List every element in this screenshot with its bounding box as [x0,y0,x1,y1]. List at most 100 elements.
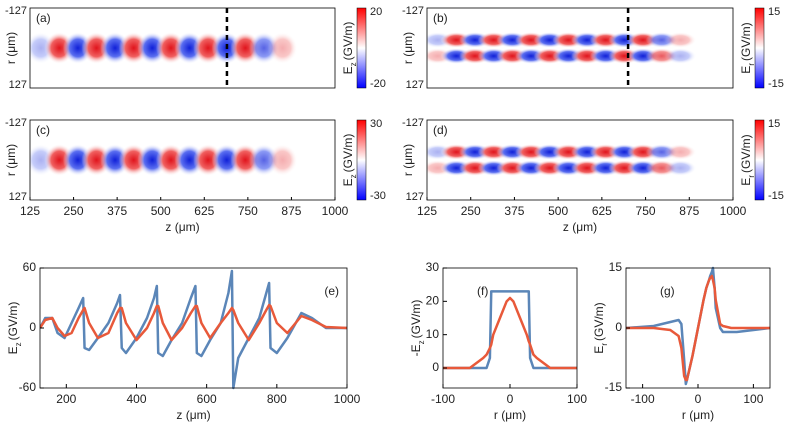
x-tick-label: 750 [238,204,258,218]
label-sub: z [349,62,358,66]
label-unit: (GV/m) [6,302,20,341]
field-blob [664,48,697,64]
x-tick-label: 600 [197,392,217,406]
label-sub: r [600,343,609,346]
x-tick-label: 250 [64,204,84,218]
field-map [30,32,298,64]
y-axis-label: r (μm) [4,144,18,176]
x-tick-label: 250 [461,204,481,218]
y-tick-label: 15 [609,260,623,274]
axis-label: Ez(GV/m) [341,22,357,75]
colorbar-tick-label: -15 [768,190,784,202]
field-blob [664,32,697,48]
x-tick-label: 625 [194,204,214,218]
y-tick-label: 0 [432,360,439,374]
data-line [443,296,577,370]
colorbar-tick-label: -30 [370,190,386,202]
x-tick-label: 375 [504,204,524,218]
label-unit: (GV/m) [739,22,753,61]
panel-label: (a) [36,11,51,25]
x-tick-label: 800 [267,392,287,406]
label-sub: r [747,63,756,66]
x-tick-label: 100 [567,392,587,406]
y-axis-label: r (μm) [4,32,18,64]
colorbar-tick-label: -15 [768,78,784,90]
field-map [30,144,298,176]
panel-label: (e) [324,284,339,298]
axis-label: -Ez(GV/m) [409,300,425,357]
x-tick-label: 875 [281,204,301,218]
axis-label: Er (GV/m) [739,22,755,73]
y-tick-label: -60 [19,380,37,394]
plot-frame [39,267,348,389]
label-unit: (GV/m) [739,134,753,173]
x-tick-label: 1000 [322,204,349,218]
panel-label: (b) [433,11,448,25]
label-main: E [6,346,20,354]
x-axis-label: z (μm) [176,408,210,422]
x-tick-label: 1000 [334,392,361,406]
label-unit: (GV/m) [341,134,355,173]
colorbar-tick-label: 15 [768,6,780,18]
colorbar-tick-label: -20 [370,78,386,90]
label-main: -E [409,344,423,356]
y-tick-label: 127 [9,191,27,203]
x-tick-label: 200 [56,392,76,406]
colorbar [356,7,367,89]
x-tick-label: 100 [743,392,763,406]
y-tick-label: 20 [426,294,440,308]
plot-frame [426,7,734,89]
label-main: E [739,178,753,186]
data-line [443,290,577,370]
y-tick-label: 30 [426,260,440,274]
plot-frame [29,7,336,89]
y-tick-label: -127 [402,117,424,129]
x-tick-label: 625 [592,204,612,218]
x-tick-label: 1000 [720,204,747,218]
colorbar-tick-label: 30 [370,118,382,130]
axis-label: Ez(GV/m) [6,302,22,355]
y-tick-label: 0 [29,320,36,334]
x-tick-label: 375 [107,204,127,218]
y-tick-label: -127 [5,5,27,17]
x-tick-label: 0 [507,392,514,406]
y-tick-label: 60 [23,260,37,274]
plot-frame [442,267,578,389]
plot-frame [29,119,336,201]
plot-frame [426,119,734,201]
data-line [626,274,770,382]
field-blob [267,144,298,176]
x-tick-label: 125 [417,204,437,218]
field-map [427,144,733,176]
y-tick-label: 0 [615,320,622,334]
label-sub: z [417,340,426,344]
label-main: E [341,178,355,186]
colorbar [754,119,765,201]
colorbar [356,119,367,201]
label-main: E [341,66,355,74]
colorbar-tick-label: 15 [768,118,780,130]
axis-label: Ez(GV/m) [341,134,357,187]
field-blob [664,160,697,176]
x-tick-label: 500 [151,204,171,218]
x-axis-label: r (μm) [494,408,526,422]
label-sub: z [14,342,23,346]
data-line [40,303,347,342]
colorbar-tick-label: 20 [370,6,382,18]
x-axis-label: r (μm) [682,408,714,422]
label-sub: z [349,174,358,178]
label-main: E [592,346,606,354]
panel-label: (f) [477,284,488,298]
y-axis-label: r (μm) [401,144,415,176]
label-unit: (GV/m) [409,300,423,339]
y-tick-label: 127 [9,79,27,91]
label-unit: (GV/m) [341,22,355,61]
data-line [40,269,347,390]
axis-label: Er (GV/m) [739,134,755,185]
field-blob [664,144,697,160]
axis-label: Er (GV/m) [592,302,608,353]
field-blob [267,32,298,64]
y-axis-label: r (μm) [401,32,415,64]
y-tick-label: 127 [406,79,424,91]
